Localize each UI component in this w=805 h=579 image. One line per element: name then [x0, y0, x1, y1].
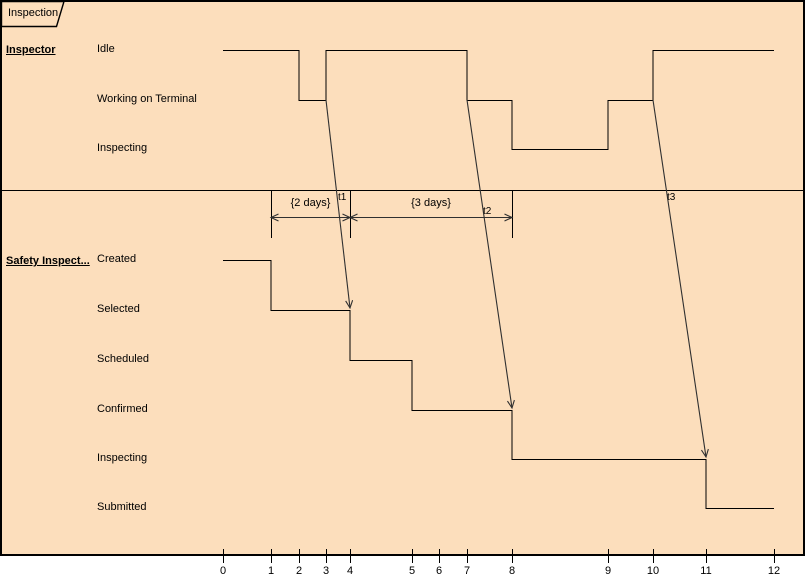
axis-tick-number-4: 4 — [346, 565, 354, 577]
state-label-created[interactable]: Created — [97, 253, 137, 265]
lifeline-name-safety-inspection[interactable]: Safety Inspect... — [6, 255, 90, 267]
state-label-working-on-terminal[interactable]: Working on Terminal — [97, 93, 197, 105]
lifeline-name-inspector[interactable]: Inspector — [6, 44, 56, 56]
state-label-idle[interactable]: Idle — [97, 43, 115, 55]
axis-tick-number-1: 1 — [267, 565, 275, 577]
timeline-inspector[interactable] — [223, 49, 774, 151]
timeline-safety-inspect[interactable] — [223, 259, 774, 510]
frame-title-tab[interactable] — [0, 0, 65, 28]
state-label-scheduled[interactable]: Scheduled — [97, 353, 149, 365]
axis-tick-number-9: 9 — [604, 565, 612, 577]
duration-constraint-label-0[interactable]: {2 days} — [290, 197, 331, 209]
axis-tick-number-10: 10 — [646, 565, 660, 577]
message-arrow-t3[interactable] — [652, 99, 709, 459]
duration-constraint-label-1[interactable]: {3 days} — [411, 197, 451, 209]
axis-tick-number-5: 5 — [408, 565, 416, 577]
axis-tick-number-8: 8 — [508, 565, 516, 577]
state-label-confirmed[interactable]: Confirmed — [97, 403, 148, 415]
time-label-t1[interactable]: t1 — [338, 192, 347, 203]
axis-tick-number-0: 0 — [219, 565, 227, 577]
state-label-submitted[interactable]: Submitted — [97, 501, 147, 513]
axis-tick-number-3: 3 — [322, 565, 330, 577]
axis-tick-number-2: 2 — [295, 565, 303, 577]
message-arrow-t1[interactable] — [325, 99, 354, 310]
state-label-selected[interactable]: Selected — [97, 303, 140, 315]
frame-title[interactable]: Inspection — [8, 7, 59, 19]
axis-tick-number-11: 11 — [700, 565, 712, 577]
state-label-inspecting[interactable]: Inspecting — [97, 452, 148, 464]
state-label-inspecting[interactable]: Inspecting — [97, 142, 148, 154]
axis-tick-number-7: 7 — [463, 565, 471, 577]
time-label-t2[interactable]: t2 — [483, 206, 492, 217]
frame-background — [0, 0, 805, 556]
message-arrow-t2[interactable] — [466, 99, 515, 410]
axis-tick-number-12: 12 — [767, 565, 781, 577]
axis-tick-number-6: 6 — [435, 565, 443, 577]
time-label-t3[interactable]: t3 — [667, 192, 676, 203]
